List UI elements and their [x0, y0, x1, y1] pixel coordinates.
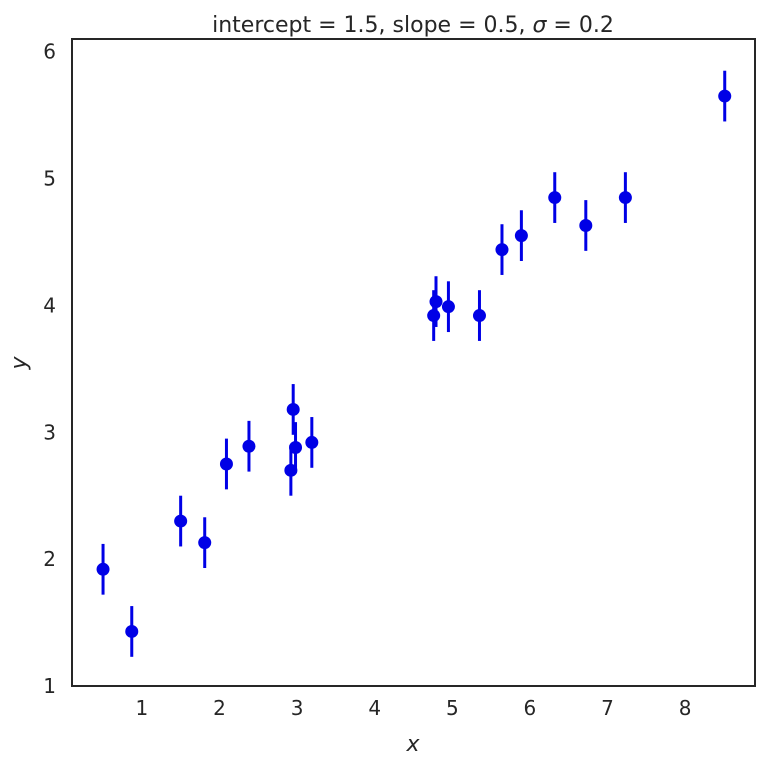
- data-point-18: [579, 200, 593, 251]
- point-marker: [219, 457, 233, 471]
- title-intercept-value: = 1.5: [318, 13, 378, 38]
- x-tick-label: 6: [524, 696, 537, 720]
- data-point-16: [514, 210, 528, 262]
- data-point-8: [286, 384, 300, 435]
- y-tick-label: 2: [43, 547, 56, 571]
- data-point-4: [198, 517, 212, 569]
- y-tick-label: 3: [43, 420, 56, 444]
- y-axis-label: y: [7, 356, 32, 371]
- data-point-19: [618, 172, 632, 223]
- point-marker: [718, 89, 732, 103]
- point-marker: [242, 439, 256, 453]
- point-marker: [579, 218, 593, 232]
- point-marker: [429, 295, 443, 309]
- data-point-6: [242, 420, 256, 472]
- point-marker: [96, 562, 110, 576]
- data-point-2: [125, 606, 139, 657]
- data-point-9: [289, 422, 303, 473]
- data-point-5: [219, 438, 233, 490]
- data-point-12: [429, 276, 443, 327]
- plot-frame: [71, 38, 756, 687]
- title-sigma-sep: ,: [518, 13, 532, 38]
- point-marker: [198, 536, 212, 550]
- x-tick-label: 1: [135, 696, 148, 720]
- data-marks: [96, 70, 732, 657]
- point-marker: [174, 514, 188, 528]
- point-marker: [495, 243, 509, 257]
- x-tick-label: 3: [291, 696, 304, 720]
- data-point-3: [174, 495, 188, 547]
- point-marker: [514, 229, 528, 243]
- x-tick-label: 7: [601, 696, 614, 720]
- y-tick-label: 6: [43, 40, 56, 64]
- y-tick-label: 5: [43, 167, 56, 191]
- point-marker: [441, 300, 455, 314]
- x-tick-label: 2: [213, 696, 226, 720]
- x-axis-label: x: [405, 732, 420, 757]
- data-point-13: [441, 281, 455, 333]
- title-sigma-value: = 0.2: [546, 13, 613, 38]
- title-slope-value: = 0.5: [458, 13, 518, 38]
- x-tick-label: 4: [368, 696, 381, 720]
- point-marker: [618, 191, 632, 205]
- data-point-17: [548, 172, 562, 223]
- data-point-1: [96, 543, 110, 595]
- x-tick-label: 5: [446, 696, 459, 720]
- point-marker: [125, 624, 139, 638]
- data-point-14: [472, 290, 486, 341]
- point-marker: [427, 309, 441, 323]
- point-marker: [305, 435, 319, 449]
- title-slope-text: , slope: [379, 13, 459, 38]
- data-point-15: [495, 224, 509, 275]
- point-marker: [289, 440, 303, 454]
- chart-title: intercept = 1.5, slope = 0.5, σ = 0.2: [212, 13, 614, 38]
- data-point-20: [718, 70, 732, 122]
- title-intercept-text: intercept: [212, 13, 318, 38]
- title-sigma-symbol: σ: [532, 13, 547, 38]
- point-marker: [286, 402, 300, 416]
- y-tick-labels: 1 2 3 4 5 6: [43, 40, 56, 698]
- point-marker: [472, 309, 486, 323]
- data-point-10: [305, 417, 319, 468]
- point-marker: [548, 191, 562, 205]
- y-tick-label: 4: [43, 293, 56, 317]
- x-tick-labels: 1 2 3 4 5 6 7 8: [135, 696, 691, 720]
- x-tick-label: 8: [679, 696, 692, 720]
- y-tick-label: 1: [43, 674, 56, 698]
